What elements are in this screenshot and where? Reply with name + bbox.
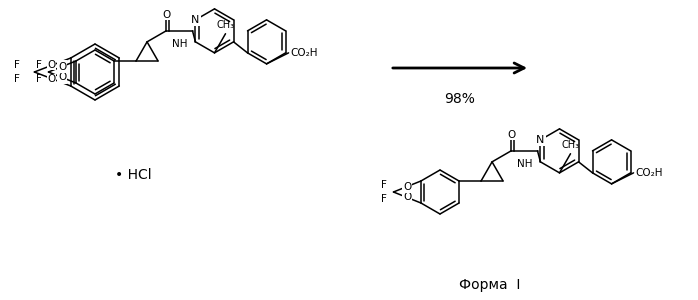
Text: F: F (380, 180, 387, 190)
Text: CO₂H: CO₂H (290, 48, 318, 58)
Text: CH₃: CH₃ (216, 20, 235, 30)
Text: O: O (47, 60, 56, 70)
Text: O: O (58, 61, 66, 71)
Text: • HCl: • HCl (115, 168, 151, 182)
Text: O: O (403, 193, 411, 202)
Text: F: F (36, 60, 41, 70)
Text: F: F (36, 74, 41, 84)
Text: NH: NH (172, 39, 187, 49)
Text: O: O (58, 73, 66, 82)
Text: F: F (15, 60, 20, 70)
Text: CH₃: CH₃ (561, 140, 579, 150)
Text: CO₂H: CO₂H (636, 168, 663, 178)
Text: 98%: 98% (445, 92, 475, 106)
Text: N: N (191, 15, 200, 25)
Text: F: F (380, 194, 387, 204)
Text: NH: NH (517, 159, 532, 169)
Text: Форма  I: Форма I (459, 278, 521, 292)
Text: O: O (162, 11, 170, 20)
Text: F: F (15, 74, 20, 84)
Text: O: O (47, 74, 56, 84)
Text: N: N (536, 135, 544, 145)
Text: O: O (507, 130, 515, 140)
Text: O: O (403, 182, 411, 191)
